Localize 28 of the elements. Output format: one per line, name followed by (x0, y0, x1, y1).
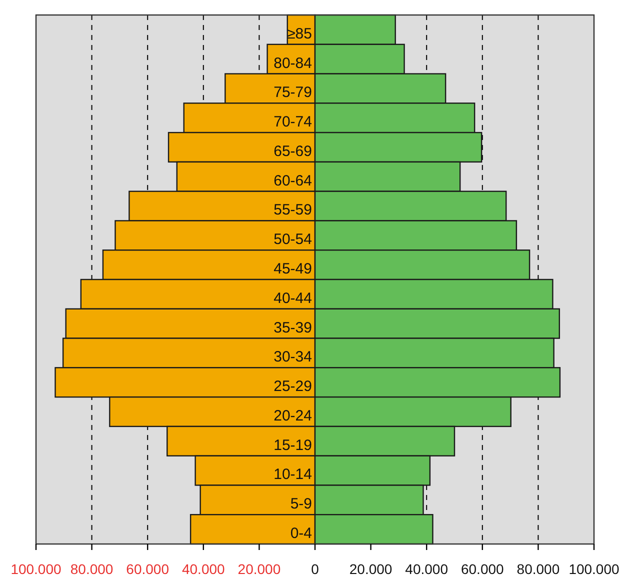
x-tick-label: 0 (311, 561, 320, 577)
y-tick-label: 45-49 (274, 260, 312, 278)
y-tick-label: 70-74 (274, 114, 312, 131)
y-tick-label: 80-84 (274, 54, 312, 72)
y-tick-label: 55-59 (274, 202, 312, 219)
x-tick-label: 20.000 (349, 561, 392, 577)
y-tick-label: 50-54 (274, 231, 312, 248)
x-tick-label: 20.000 (238, 561, 281, 577)
x-tick-label: 60.000 (126, 561, 170, 577)
x-tick-label: 40.000 (182, 561, 226, 577)
x-tick-label: 40.000 (405, 561, 448, 577)
y-tick-label: 35-39 (274, 319, 312, 336)
y-tick-label: 10-14 (274, 466, 312, 484)
y-tick-label: 0-4 (290, 525, 312, 542)
y-tick-label: 5-9 (290, 496, 312, 513)
x-tick-label: 80.000 (516, 561, 560, 577)
x-tick-label: 80.000 (70, 561, 114, 577)
y-tick-label: 30-34 (274, 348, 312, 366)
y-tick-label: 60-64 (274, 172, 312, 190)
y-tick-label: 20-24 (274, 407, 312, 424)
y-tick-label: 75-79 (274, 84, 312, 102)
y-tick-label: 15-19 (274, 436, 312, 454)
y-tick-label: 65-69 (274, 142, 312, 160)
x-tick-label: 100.000 (10, 561, 62, 577)
x-tick-label: 100.000 (568, 561, 620, 577)
y-tick-label: 40-44 (274, 290, 312, 307)
x-tick-label: 60.000 (460, 561, 504, 577)
y-tick-label: 25-29 (274, 378, 312, 396)
